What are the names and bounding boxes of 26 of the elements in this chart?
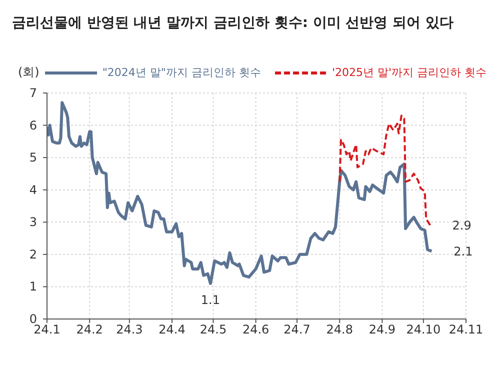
y-axis-title: (회) (18, 64, 40, 81)
annotation: 2.9 (452, 218, 472, 233)
annotation: 1.1 (200, 293, 220, 308)
x-tick-label: 24.9 (368, 322, 396, 337)
x-tick-label: 24.11 (448, 322, 484, 337)
y-tick-label: 3 (29, 215, 37, 230)
x-tick-label: 24.6 (242, 322, 270, 337)
x-tick-label: 24.7 (284, 322, 310, 337)
x-tick-label: 24.8 (326, 322, 353, 337)
x-tick-label: 24.10 (406, 322, 441, 337)
legend-label: '2025년 말'까지 금리인하 횟수 (332, 65, 487, 80)
y-tick-label: 5 (29, 150, 37, 165)
y-tick-label: 4 (29, 182, 37, 197)
x-tick-label: 24.5 (200, 322, 227, 337)
y-tick-label: 6 (29, 118, 37, 132)
line-series (338, 114, 432, 226)
legend-label: "2024년 말"까지 금리인하 횟수 (102, 65, 261, 80)
x-tick-label: 24.4 (158, 322, 186, 337)
y-tick-label: 2 (29, 247, 37, 262)
annotation: 2.1 (454, 244, 473, 258)
chart-title: 금리선물에 반영된 내년 말까지 금리인하 횟수: 이미 선반영 되어 있다 (12, 14, 454, 32)
line-series (47, 101, 434, 285)
y-tick-label: 1 (29, 280, 37, 294)
x-tick-label: 24.2 (76, 322, 103, 337)
y-tick-label: 7 (29, 86, 37, 100)
x-tick-label: 24.3 (116, 322, 143, 337)
